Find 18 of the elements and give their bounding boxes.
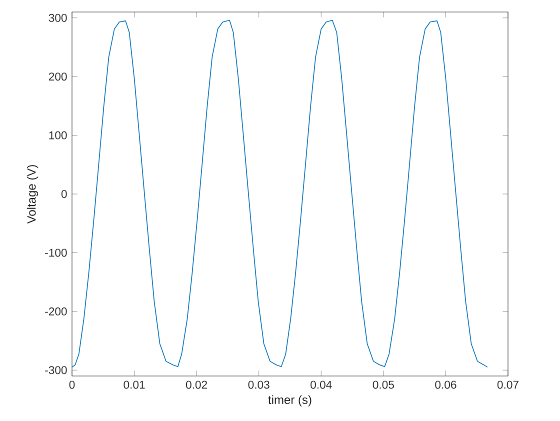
y-tick-label: 200	[48, 72, 67, 81]
x-tick-label: 0.02	[186, 380, 208, 389]
x-tick-label: 0.03	[248, 380, 270, 389]
x-tick-label: 0.07	[497, 380, 518, 389]
y-tick-label: 300	[48, 14, 67, 22]
y-tick-label: -200	[45, 307, 67, 316]
y-tick-label: -300	[45, 366, 67, 374]
y-tick-label: 0	[61, 190, 67, 198]
x-tick-label: 0	[69, 380, 75, 389]
line-series	[72, 20, 488, 368]
x-tick-label: 0.04	[310, 380, 332, 389]
x-tick-label: 0.06	[435, 380, 456, 389]
x-tick-label: 0.05	[372, 380, 394, 389]
y-axis-title: Voltage (V)	[26, 165, 38, 224]
x-axis-title: timer (s)	[268, 395, 312, 406]
y-tick-label: 100	[49, 131, 67, 140]
x-tick-label: 0.01	[124, 380, 145, 389]
y-tick-label: -100	[45, 248, 67, 257]
